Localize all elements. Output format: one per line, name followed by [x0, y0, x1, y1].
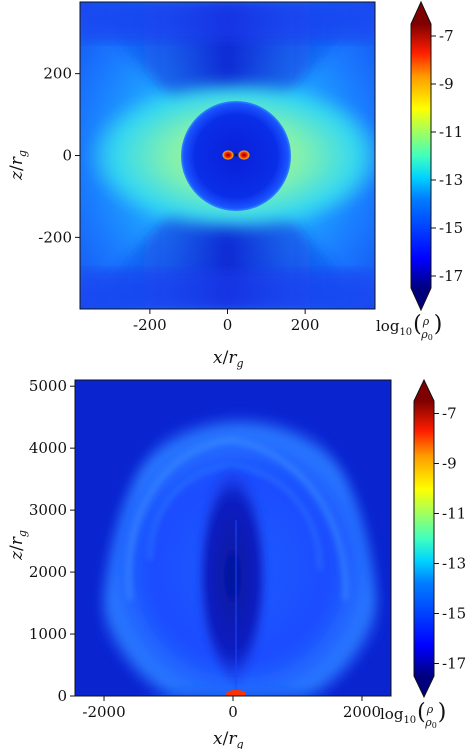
top-upper-edge — [80, 2, 375, 42]
top-colorbar-label: log10(ρ ρ0) — [376, 312, 442, 342]
top-colorbar-min-extend — [411, 288, 431, 310]
top-colorbar-tick-label: -17 — [439, 267, 463, 285]
top-colorbar-outline — [410, 0, 432, 312]
top-core-left — [222, 150, 234, 160]
top-colorbar-tick-label: -7 — [439, 27, 454, 45]
bottom-y-ticks: 0 1000 2000 3000 4000 5000 — [29, 377, 75, 705]
bottom-base-glow — [86, 606, 386, 696]
bottom-colorbar-outline — [413, 378, 435, 699]
bottom-y-axis-label: z/rg — [7, 530, 29, 561]
bottom-colorbar-tick-label: -15 — [442, 605, 466, 623]
bottom-density-map — [75, 380, 391, 696]
bottom-colorbar-max-extend — [414, 380, 434, 401]
bottom-panel: -2000 0 2000 0 1000 2000 3000 4000 5000 x/rg z/… — [7, 377, 466, 749]
top-colorbar-max-extend — [411, 2, 431, 24]
top-y-tick-label: 0 — [62, 147, 72, 165]
bottom-base-core — [226, 690, 246, 696]
bottom-colorbar-tick-label: -11 — [442, 505, 466, 523]
top-y-tick-label: -200 — [38, 228, 72, 246]
bottom-colorbar-body — [414, 401, 434, 676]
bottom-colorbar-tick-label: -7 — [442, 405, 457, 423]
bottom-colorbar-tick-label: -13 — [442, 555, 466, 573]
top-colorbar-body — [411, 24, 431, 288]
top-x-tick-label: -200 — [133, 316, 167, 334]
bottom-x-tick-label: 2000 — [343, 703, 381, 721]
bottom-y-tick-label: 1000 — [29, 625, 67, 643]
top-colorbar: -7 -9 -11 -13 -15 -17 log10(ρ ρ0) — [376, 0, 463, 342]
top-core-right — [238, 150, 250, 160]
top-x-tick-label: 200 — [291, 316, 320, 334]
top-x-ticks: -200 0 200 — [133, 309, 319, 334]
top-colorbar-ticks: -7 -9 -11 -13 -15 -17 — [431, 27, 463, 285]
bottom-colorbar: -7 -9 -11 -13 -15 -17 log10(ρ ρ0) — [380, 378, 466, 730]
top-x-axis-label: x/rg — [213, 348, 244, 370]
bottom-x-tick-label: -2000 — [82, 703, 125, 721]
top-y-tick-label: 200 — [43, 65, 72, 83]
bottom-y-tick-label: 3000 — [29, 501, 67, 519]
top-panel: -200 0 200 -200 0 200 x/rg z/rg -7 -9 -11 -13 -1… — [7, 0, 463, 370]
bottom-x-axis-label: x/rg — [213, 729, 244, 749]
bottom-colorbar-min-extend — [414, 676, 434, 697]
bottom-colorbar-tick-label: -9 — [442, 455, 457, 473]
top-y-axis-label: z/rg — [7, 150, 29, 181]
bottom-cocoon-shell — [125, 436, 349, 601]
bottom-colorbar-ticks: -7 -9 -11 -13 -15 -17 — [434, 405, 466, 673]
top-colorbar-tick-label: -11 — [439, 123, 463, 141]
top-density-map — [80, 2, 375, 309]
top-y-ticks: -200 0 200 — [38, 65, 80, 246]
bottom-y-tick-label: 2000 — [29, 563, 67, 581]
bottom-colorbar-label: log10(ρ ρ0) — [380, 700, 446, 730]
top-black-hole — [234, 153, 238, 157]
bottom-y-tick-label: 4000 — [29, 439, 67, 457]
top-x-tick-label: 0 — [223, 316, 233, 334]
top-colorbar-tick-label: -9 — [439, 75, 454, 93]
bottom-colorbar-tick-label: -17 — [442, 655, 466, 673]
bottom-y-tick-label: 0 — [57, 687, 67, 705]
bottom-x-ticks: -2000 0 2000 — [82, 696, 381, 721]
top-colorbar-tick-label: -13 — [439, 171, 463, 189]
bottom-x-tick-label: 0 — [228, 703, 238, 721]
top-lower-edge — [80, 270, 375, 309]
top-colorbar-tick-label: -15 — [439, 219, 463, 237]
bottom-y-tick-label: 5000 — [29, 377, 67, 395]
